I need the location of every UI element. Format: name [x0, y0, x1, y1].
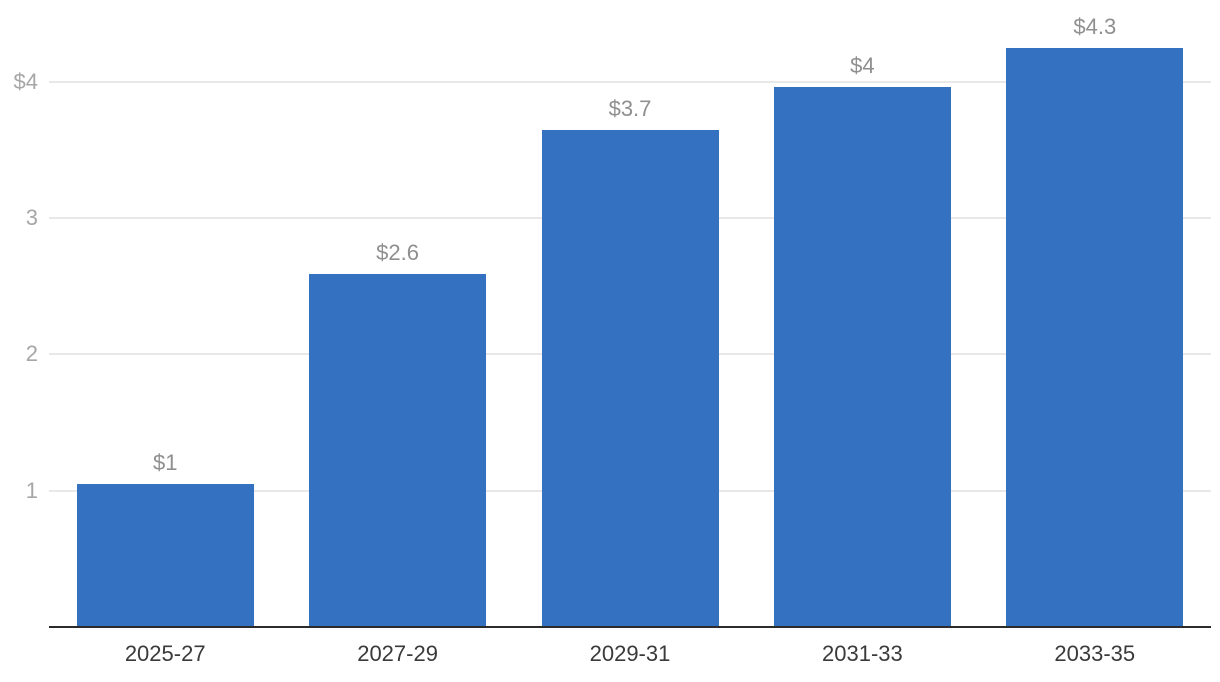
y-axis-tick-label: $4 [13, 68, 38, 94]
y-axis-tick-label: 1 [25, 477, 38, 503]
bar [76, 483, 254, 627]
bar-value-label: $4 [850, 53, 875, 79]
gridline [49, 80, 1211, 83]
x-axis-line [49, 626, 1211, 628]
bar [541, 129, 719, 627]
bar-value-label: $3.7 [608, 95, 652, 121]
bar-value-label: $1 [152, 449, 178, 475]
x-axis-tick-label: 2029-31 [589, 641, 671, 666]
x-axis-tick-label: 2031-33 [822, 641, 903, 666]
x-axis-tick-label: 2033-35 [1054, 641, 1136, 666]
y-axis-tick-label: 2 [25, 341, 38, 367]
bar-value-label: $4.3 [1073, 13, 1117, 39]
bar-value-label: $2.6 [376, 239, 419, 265]
y-axis-tick-label: 3 [25, 205, 38, 231]
x-axis-tick-label: 2027-29 [357, 641, 438, 666]
bar [1006, 47, 1184, 627]
bar [773, 87, 951, 627]
x-axis-tick-label: 2025-27 [124, 641, 206, 666]
bar [309, 273, 487, 627]
